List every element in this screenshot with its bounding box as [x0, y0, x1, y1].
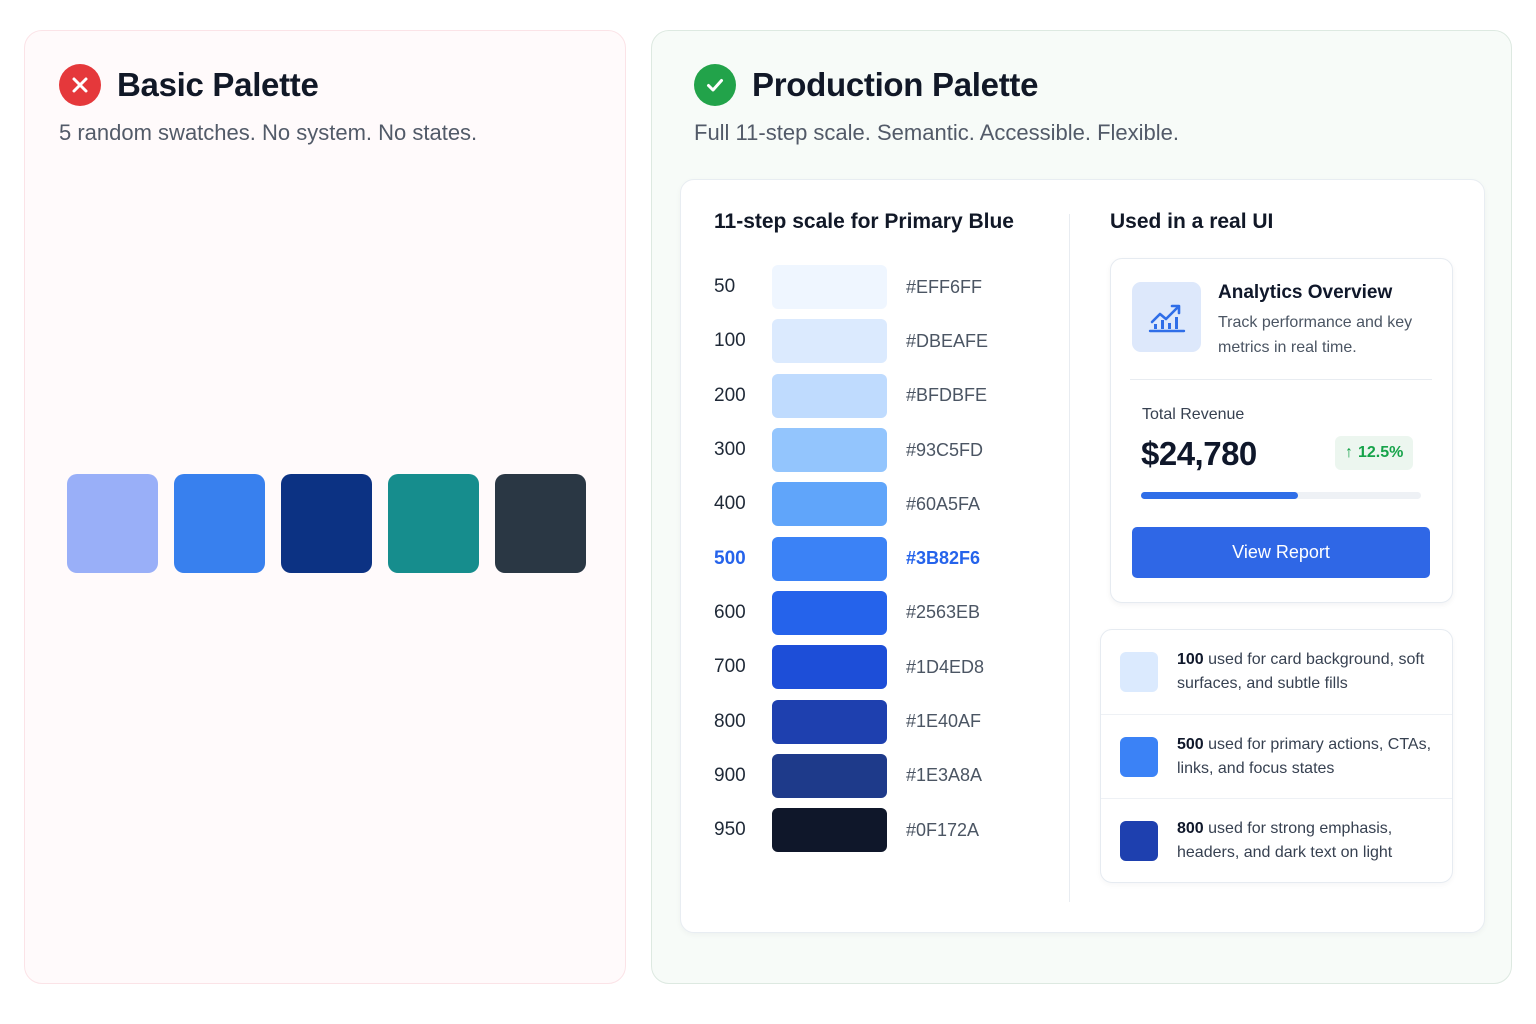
legend-text: 500 used for primary actions, CTAs, link… [1177, 733, 1452, 781]
basic-palette-panel: Basic Palette 5 random swatches. No syst… [24, 30, 626, 984]
revenue-change-badge: ↑ 12.5% [1335, 436, 1414, 470]
scale-hex-value: #EFF6FF [906, 276, 983, 297]
legend-step: 800 [1177, 819, 1204, 837]
legend-step: 100 [1177, 651, 1204, 668]
scale-hex-value: #0F172A [906, 819, 980, 840]
scale-step-label: 50 [714, 276, 736, 298]
column-divider [1069, 214, 1070, 902]
legend-row: 100 used for card background, soft surfa… [1101, 630, 1452, 714]
legend-color-chip [1120, 820, 1158, 861]
revenue-progress-bar [1141, 492, 1421, 499]
revenue-change-value: 12.5% [1358, 444, 1404, 461]
scale-row: 950 #0F172A [714, 803, 988, 857]
scale-hex-value: #93C5FD [906, 439, 984, 460]
legend-row: 500 used for primary actions, CTAs, link… [1101, 714, 1452, 798]
scale-step-label: 700 [714, 656, 746, 678]
revenue-progress-fill [1141, 492, 1298, 499]
scale-step-label: 950 [714, 819, 746, 841]
scale-row: 100 #DBEAFE [714, 314, 988, 368]
basic-palette-header: Basic Palette [59, 64, 319, 106]
scale-row: 700 #1D4ED8 [714, 640, 988, 694]
scale-hex-value: #3B82F6 [906, 548, 981, 569]
scale-color-chip [772, 590, 887, 635]
scale-row: 800 #1E40AF [714, 694, 988, 748]
arrow-up-icon: ↑ [1345, 444, 1353, 461]
scale-step-label: 200 [714, 384, 746, 406]
scale-color-chip [772, 808, 887, 853]
revenue-label: Total Revenue [1142, 406, 1245, 423]
chart-trend-up-icon [1132, 282, 1201, 352]
production-palette-subtitle: Full 11-step scale. Semantic. Accessible… [694, 120, 1180, 145]
scale-color-chip [772, 428, 887, 473]
scale-hex-value: #1D4ED8 [906, 656, 985, 677]
scale-step-label: 800 [714, 710, 746, 732]
legend-text: 800 used for strong emphasis, headers, a… [1177, 817, 1452, 865]
legend-description: used for card background, soft surfaces,… [1177, 651, 1425, 692]
analytics-card: Analytics Overview Track performance and… [1110, 258, 1453, 603]
scale-step-label: 500 [714, 547, 746, 569]
scale-hex-value: #2563EB [906, 602, 981, 623]
production-palette-title: Production Palette [752, 66, 1039, 103]
scale-hex-value: #1E40AF [906, 711, 982, 732]
basic-swatch-row [67, 474, 586, 573]
analytics-card-title: Analytics Overview [1218, 282, 1393, 303]
scale-color-chip [772, 265, 887, 310]
scale-step-label: 400 [714, 493, 746, 515]
scale-color-chip [772, 645, 887, 690]
analytics-card-description: Track performance and key metrics in rea… [1218, 314, 1413, 356]
scale-hex-value: #60A5FA [906, 493, 981, 514]
scale-row: 400 #60A5FA [714, 477, 988, 531]
scale-row: 500 #3B82F6 [714, 531, 988, 585]
scale-step-label: 100 [714, 330, 746, 352]
basic-swatch [495, 474, 586, 573]
scale-color-chip [772, 699, 887, 744]
scale-row: 300 #93C5FD [714, 423, 988, 477]
legend-color-chip [1120, 736, 1158, 777]
scale-step-label: 600 [714, 601, 746, 623]
scale-hex-value: #1E3A8A [906, 765, 983, 786]
scale-row: 200 #BFDBFE [714, 369, 988, 423]
palette-detail-card: 11-step scale for Primary Blue 50 #EFF6FF… [680, 179, 1485, 933]
basic-swatch [67, 474, 158, 573]
legend-description: used for primary actions, CTAs, links, a… [1177, 735, 1432, 777]
x-circle-icon [59, 64, 101, 106]
legend-row: 800 used for strong emphasis, headers, a… [1101, 798, 1452, 882]
scale-hex-value: #BFDBFE [906, 385, 988, 406]
basic-palette-title: Basic Palette [117, 66, 319, 103]
revenue-value: $24,780 [1141, 435, 1257, 472]
view-report-button[interactable]: View Report [1132, 527, 1430, 578]
legend-text: 100 used for card background, soft surfa… [1177, 648, 1452, 696]
scale-hex-value: #DBEAFE [906, 330, 989, 351]
scale-row: 50 #EFF6FF [714, 260, 988, 314]
legend-step: 500 [1177, 735, 1204, 753]
real-ui-title: Used in a real UI [1110, 210, 1274, 233]
check-circle-icon [694, 64, 736, 106]
scale-row: 900 #1E3A8A [714, 749, 988, 803]
legend-description: used for strong emphasis, headers, and d… [1177, 819, 1393, 861]
production-palette-header: Production Palette [694, 64, 1038, 106]
card-divider [1130, 379, 1432, 380]
scale-list: 50 #EFF6FF 100 #DBEAFE 200 #BFDBFE 300 #93C5FD 4… [714, 260, 988, 857]
basic-swatch [174, 474, 265, 573]
color-usage-legend: 100 used for card background, soft surfa… [1100, 629, 1453, 883]
scale-color-chip [772, 482, 887, 527]
production-palette-panel: Production Palette Full 11-step scale. S… [651, 30, 1512, 984]
scale-color-chip [772, 373, 887, 418]
basic-swatch [281, 474, 372, 573]
scale-color-chip [772, 536, 887, 581]
scale-row: 600 #2563EB [714, 586, 988, 640]
scale-step-label: 300 [714, 439, 746, 461]
scale-color-chip [772, 319, 887, 364]
scale-color-chip [772, 753, 887, 798]
scale-step-label: 900 [714, 764, 746, 786]
basic-palette-subtitle: 5 random swatches. No system. No states. [59, 120, 478, 145]
legend-color-chip [1120, 652, 1158, 692]
basic-swatch [388, 474, 479, 573]
scale-title: 11-step scale for Primary Blue [714, 210, 1014, 233]
